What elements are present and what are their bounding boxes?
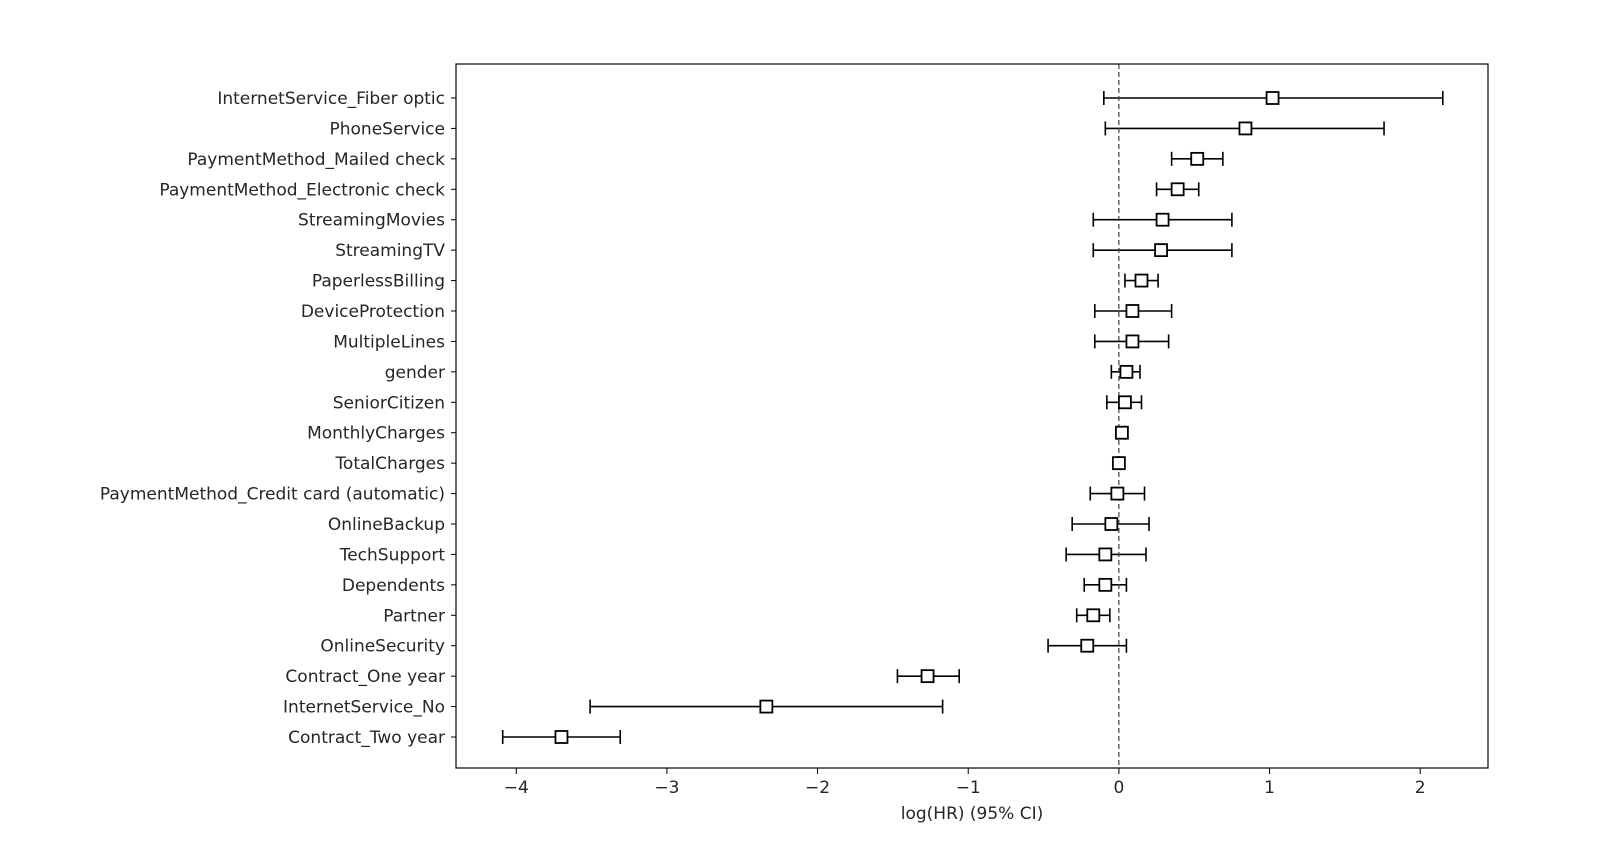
y-tick-label: InternetService_No (283, 698, 445, 718)
coef-marker (1115, 425, 1129, 440)
coef-marker (1111, 456, 1126, 471)
y-tick-label: Contract_One year (285, 667, 445, 687)
y-tick-label: DeviceProtection (301, 302, 445, 322)
y-tick-label: PaymentMethod_Mailed check (187, 150, 445, 170)
coef-marker (1098, 547, 1113, 562)
x-tick-label: 1 (1264, 778, 1275, 798)
x-axis-ticks: −4 −3 −2 −1 0 1 2 (504, 768, 1426, 798)
x-axis-title: log(HR) (95% CI) (901, 804, 1044, 824)
y-tick-label: InternetService_Fiber optic (217, 89, 445, 109)
y-tick-label: PhoneService (330, 119, 446, 139)
markers-layer (554, 91, 1280, 744)
x-tick-label: −4 (504, 778, 529, 798)
y-tick-label: SeniorCitizen (333, 393, 445, 413)
y-tick-label: StreamingTV (335, 241, 445, 261)
coef-marker (1265, 91, 1280, 105)
x-tick-label: −1 (956, 778, 981, 798)
y-tick-label: PaymentMethod_Credit card (automatic) (100, 485, 445, 505)
coef-marker (1155, 212, 1170, 227)
y-tick-label: OnlineBackup (328, 515, 445, 535)
coef-marker (1104, 517, 1119, 531)
coef-marker (759, 699, 774, 714)
coef-marker (1118, 395, 1132, 410)
coef-marker (1098, 577, 1113, 592)
y-tick-label: Partner (383, 606, 445, 626)
y-tick-label: PaperlessBilling (312, 272, 445, 292)
coef-marker (920, 669, 935, 684)
plot-area-frame (455, 63, 1489, 769)
y-tick-label: Dependents (342, 576, 445, 596)
coef-marker (1110, 486, 1125, 501)
errorbars-layer (501, 91, 1444, 744)
coef-marker (1119, 364, 1134, 379)
y-tick-label: StreamingMovies (298, 211, 445, 231)
y-tick-label: PaymentMethod_Electronic check (159, 180, 445, 200)
y-tick-label: OnlineSecurity (320, 637, 445, 657)
y-tick-label: Contract_Two year (288, 728, 445, 748)
coef-marker (1154, 243, 1168, 258)
y-tick-labels: InternetService_Fiber optic PhoneService P… (100, 89, 456, 748)
x-tick-label: 0 (1113, 778, 1124, 798)
coef-marker (1125, 304, 1140, 318)
y-tick-label: TechSupport (339, 545, 446, 565)
coef-marker (1170, 182, 1185, 197)
x-tick-label: −3 (654, 778, 679, 798)
coef-marker (1238, 121, 1253, 136)
coef-marker (554, 730, 569, 744)
coef-marker (1080, 638, 1095, 653)
x-tick-label: 2 (1415, 778, 1426, 798)
y-tick-label: TotalCharges (334, 454, 445, 474)
coef-marker (1125, 334, 1140, 349)
x-tick-label: −2 (805, 778, 830, 798)
coef-marker (1086, 608, 1101, 623)
coef-marker (1190, 151, 1205, 166)
y-tick-label: gender (385, 363, 445, 383)
coef-marker (1134, 273, 1149, 288)
y-tick-label: MultipleLines (333, 332, 445, 352)
y-tick-label: MonthlyCharges (307, 424, 445, 444)
